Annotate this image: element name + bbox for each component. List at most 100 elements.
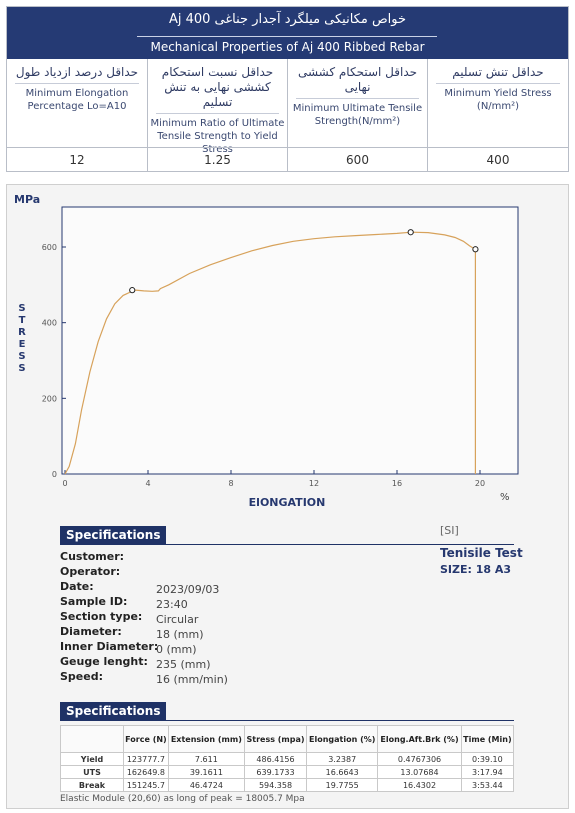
header-force: Force (N) [123, 725, 169, 753]
header-fa: حداقل تنش تسلیم [452, 65, 544, 79]
field-label-date: Date: [60, 580, 94, 593]
field-value-gauge-length: 235 (mm) [156, 658, 211, 671]
header-en: Minimum Elongation Percentage Lo=A10 [25, 88, 129, 112]
title-divider [137, 36, 437, 37]
cell: 123777.7 [123, 752, 169, 766]
header-min-uts: حداقل استحکام کششی نهایی Minimum Ultimat… [288, 59, 428, 147]
field-label-inner-diameter: Inner Diameter: [60, 640, 159, 653]
field-label-sample-id: Sample ID: [60, 595, 128, 608]
y-axis-letter: R [18, 327, 26, 338]
field-label-section-type: Section type: [60, 610, 143, 623]
field-label-operator: Operator: [60, 565, 121, 578]
cell: 7.611 [167, 752, 245, 766]
y-tick-label: 600 [42, 243, 57, 252]
cell: 16.6643 [306, 765, 379, 779]
mechanical-properties-table: خواص مکانیکی میلگرد آجدار جناغی Aj 400 M… [6, 6, 569, 172]
header-en: Minimum Yield Stress (N/mm²) [444, 88, 552, 112]
header-fa: حداقل درصد ازدیاد طول [15, 65, 139, 79]
y-tick-label: 400 [42, 319, 57, 328]
specifications-heading: Specifications [60, 526, 167, 544]
table-row: UTS 162649.8 39.1611 639.1733 16.6643 13… [60, 765, 515, 779]
x-tick-label: 12 [309, 479, 319, 488]
header-min-yield: حداقل تنش تسلیم Minimum Yield Stress (N/… [428, 59, 568, 147]
y-axis-letter: E [19, 339, 26, 350]
size-label: SIZE: 18 A3 [440, 563, 512, 576]
cell: 3:53.44 [460, 778, 515, 792]
x-tick-label: 20 [475, 479, 485, 488]
cell: 639.1733 [243, 765, 308, 779]
field-value-inner-diameter: 0 (mm) [156, 643, 197, 656]
results-table: Force (N) Extension (mm) Stress (mpa) El… [60, 725, 515, 792]
cell: 16.4302 [377, 778, 462, 792]
header-min-elongation: حداقل درصد ازدیاد طول Minimum Elongation… [7, 59, 148, 147]
table-row: Yield 123777.7 7.611 486.4156 3.2387 0.4… [60, 752, 515, 766]
cell: 151245.7 [123, 778, 169, 792]
table-title-fa: خواص مکانیکی میلگرد آجدار جناغی Aj 400 [168, 12, 407, 27]
x-axis-label: ElONGATION [249, 496, 326, 509]
elastic-module-note: Elastic Module (20,60) as long of peak =… [60, 794, 305, 804]
table-title-en: Mechanical Properties of Aj 400 Ribbed R… [150, 40, 425, 54]
field-value-diameter: 18 (mm) [156, 628, 204, 641]
header-elong-after-break: Elong.Aft.Brk (%) [377, 725, 462, 753]
plot-frame [61, 206, 519, 475]
field-label-diameter: Diameter: [60, 625, 122, 638]
marker-yield [129, 287, 136, 294]
x-tick-label: 8 [228, 479, 233, 488]
cell: 0:39.10 [460, 752, 515, 766]
field-value-speed: 16 (mm/min) [156, 673, 228, 686]
x-tick-label: 16 [392, 479, 402, 488]
field-label-gauge-length: Geuge lenght: [60, 655, 148, 668]
field-label-customer: Customer: [60, 550, 125, 563]
marker-uts [407, 229, 414, 236]
cell: 13.07684 [377, 765, 462, 779]
header-fa: حداقل استحکام کششی نهایی [297, 65, 418, 94]
header-elongation: Elongation (%) [306, 725, 379, 753]
y-axis-letter: T [19, 315, 26, 326]
header-stress: Stress (mpa) [243, 725, 308, 753]
y-tick-label: 200 [42, 394, 57, 403]
value-min-uts: 600 [288, 147, 428, 171]
cell: 594.358 [243, 778, 308, 792]
cell: 162649.8 [123, 765, 169, 779]
value-min-yield: 400 [428, 147, 568, 171]
si-tag: [SI] [440, 524, 459, 537]
table-row: Break 151245.7 46.4724 594.358 19.7755 1… [60, 778, 515, 792]
row-label: UTS [60, 765, 124, 779]
cell: 486.4156 [243, 752, 308, 766]
header-fa: حداقل نسبت استحکام کششی نهایی به تنش تسل… [161, 65, 274, 109]
table-title-bar: خواص مکانیکی میلگرد آجدار جناغی Aj 400 M… [7, 7, 568, 59]
marker-break [472, 246, 479, 253]
header-empty [60, 725, 124, 753]
cell: 19.7755 [306, 778, 379, 792]
stress-curve [64, 231, 476, 475]
header-en: Minimum Ultimate Tensile Strength(N/mm²) [292, 103, 423, 127]
row-label: Break [60, 778, 124, 792]
cell: 46.4724 [167, 778, 245, 792]
y-axis-letter: S [18, 351, 25, 362]
cell: 3:17.94 [460, 765, 515, 779]
results-heading: Specifications [60, 702, 167, 720]
y-tick-label: 0 [52, 470, 57, 479]
header-min-ratio: حداقل نسبت استحکام کششی نهایی به تنش تسل… [148, 59, 288, 155]
results-rule [60, 720, 514, 721]
field-value-section-type: Circular [156, 613, 199, 626]
header-time: Time (Min) [460, 725, 515, 753]
row-label: Yield [60, 752, 124, 766]
x-tick-label: 0 [62, 479, 67, 488]
value-min-ratio: 1.25 [148, 147, 288, 171]
cell: 39.1611 [167, 765, 245, 779]
x-tick-label: 4 [145, 479, 150, 488]
header-extension: Extension (mm) [167, 725, 245, 753]
y-axis-letter: S [18, 363, 25, 374]
field-value-date: 2023/09/03 [156, 583, 220, 596]
field-value-sample-id: 23:40 [156, 598, 188, 611]
y-unit-label: MPa [14, 193, 40, 206]
y-axis-letter: S [18, 303, 25, 314]
x-unit-label: % [500, 492, 510, 503]
cell: 3.2387 [306, 752, 379, 766]
specifications-rule [60, 544, 514, 545]
value-min-elongation: 12 [7, 147, 148, 171]
cell: 0.4767306 [377, 752, 462, 766]
